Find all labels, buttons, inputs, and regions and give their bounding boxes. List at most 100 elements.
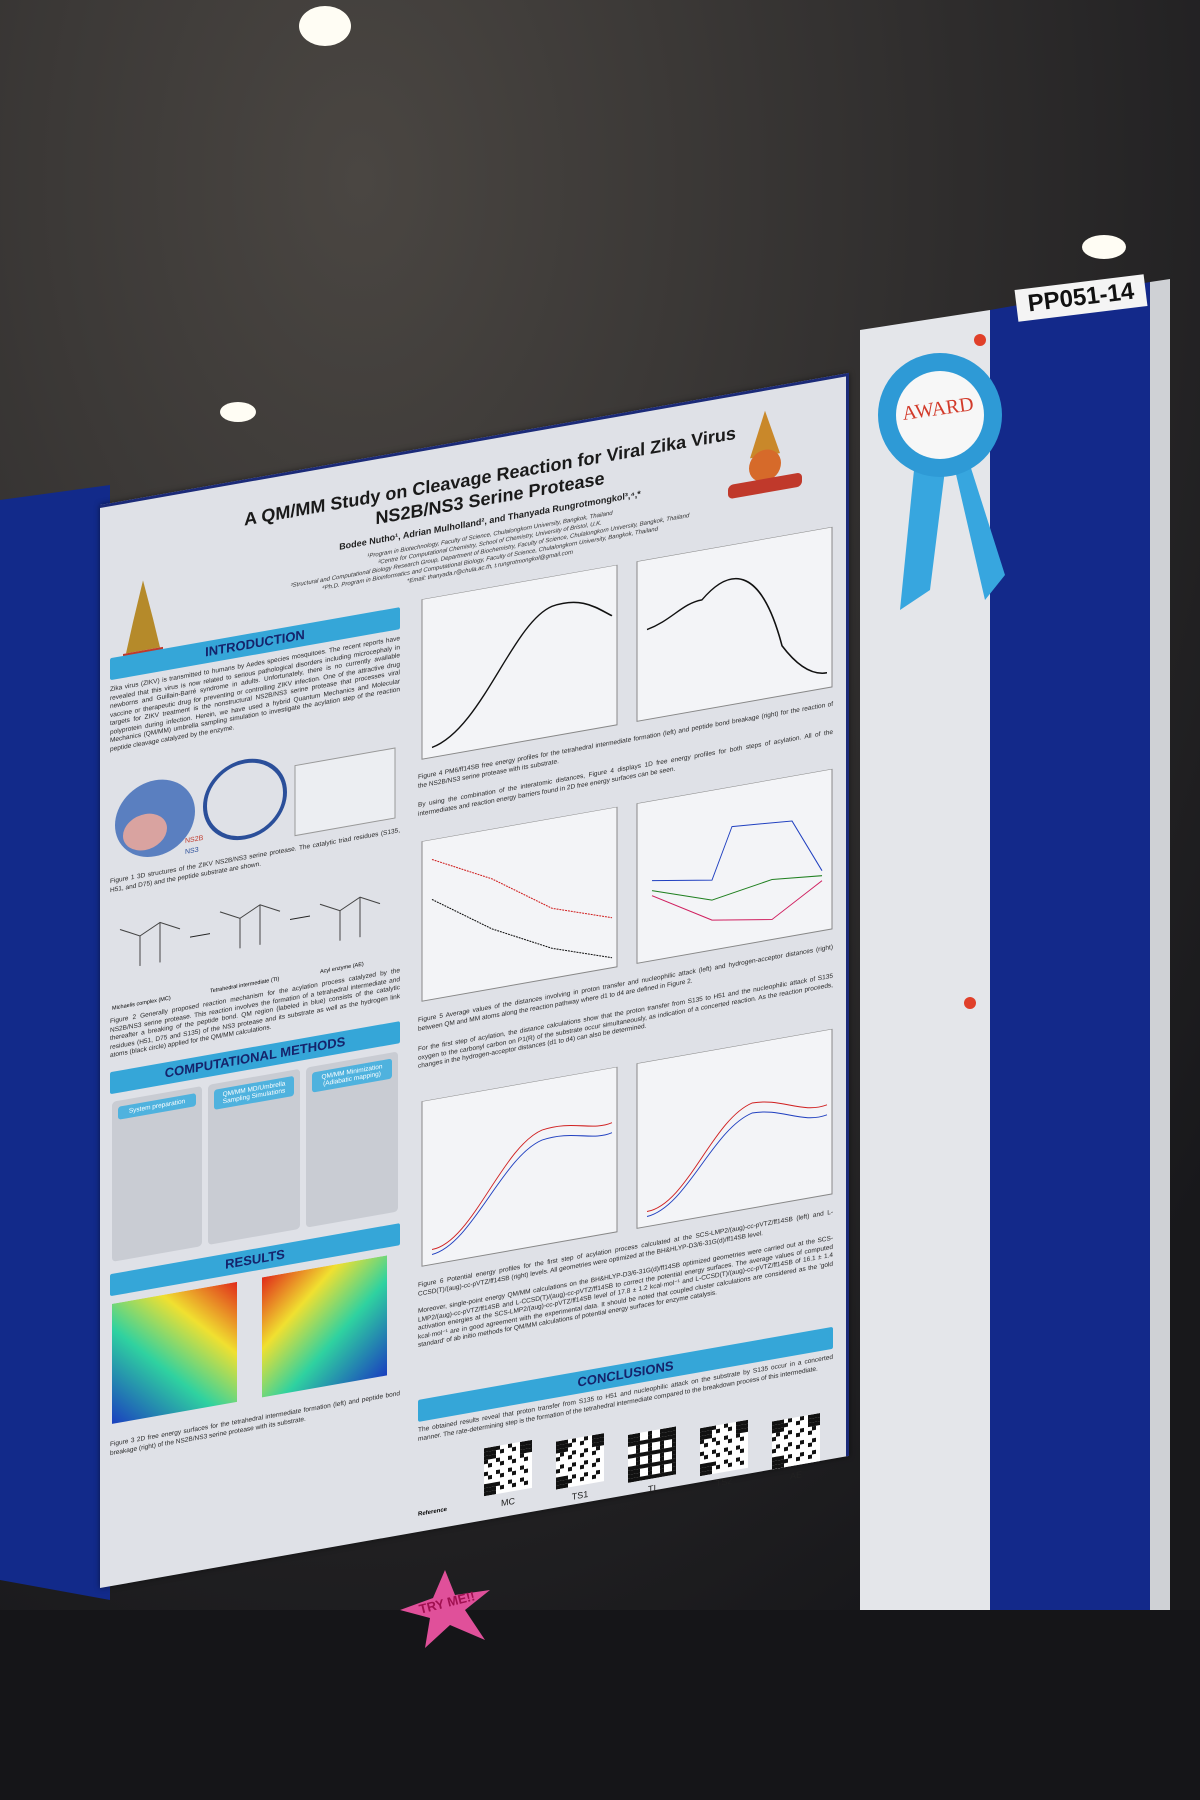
- try-me-star: [400, 1570, 490, 1648]
- qr-module: [740, 1436, 744, 1442]
- qr-module: [800, 1451, 804, 1457]
- qr-item[interactable]: MC: [480, 1439, 536, 1512]
- qr-module: [636, 1460, 640, 1466]
- qr-module: [508, 1443, 512, 1449]
- qr-module: [648, 1442, 652, 1448]
- rosette-center: [896, 371, 984, 459]
- qr-module: [564, 1479, 568, 1485]
- qr-code[interactable]: [700, 1419, 748, 1477]
- qr-module: [584, 1459, 588, 1465]
- qr-item[interactable]: TS2: [696, 1419, 752, 1492]
- board-panel: [990, 282, 1150, 1650]
- qr-item[interactable]: TI: [624, 1426, 680, 1499]
- qr-module: [784, 1434, 788, 1440]
- qr-module: [788, 1441, 792, 1447]
- qr-module: [700, 1463, 704, 1469]
- qr-item[interactable]: TS1: [552, 1432, 608, 1505]
- qr-module: [644, 1475, 648, 1481]
- figure6-plots: [421, 1028, 833, 1267]
- qr-module: [660, 1428, 664, 1434]
- qr-module: [788, 1453, 792, 1459]
- qr-module: [596, 1441, 600, 1447]
- qr-module: [672, 1458, 676, 1464]
- qr-module: [736, 1445, 740, 1450]
- qr-module: [700, 1431, 704, 1437]
- qr-module: [492, 1482, 496, 1487]
- qr-module: [572, 1474, 576, 1479]
- qr-module: [672, 1462, 676, 1468]
- qr-module: [528, 1439, 532, 1445]
- qr-module: [772, 1436, 776, 1442]
- qr-code[interactable]: [628, 1426, 676, 1483]
- qr-module: [728, 1438, 732, 1444]
- reaction-scheme: [119, 896, 381, 967]
- qr-module: [636, 1452, 640, 1458]
- qr-module: [660, 1432, 664, 1438]
- qr-module: [592, 1442, 596, 1448]
- qr-module: [656, 1437, 660, 1442]
- qr-module: [772, 1428, 776, 1434]
- qr-item[interactable]: AE: [768, 1412, 824, 1485]
- qr-module: [660, 1448, 664, 1454]
- qr-module: [736, 1457, 740, 1462]
- qr-module: [488, 1486, 492, 1492]
- qr-module: [524, 1448, 528, 1454]
- qr-module: [584, 1471, 588, 1477]
- qr-module: [640, 1440, 644, 1445]
- qr-module: [648, 1466, 652, 1472]
- qr-module: [640, 1452, 644, 1457]
- qr-module: [700, 1471, 704, 1477]
- qr-module: [716, 1428, 720, 1434]
- qr-module: [556, 1468, 560, 1474]
- qr-module: [500, 1472, 504, 1478]
- qr-module: [628, 1434, 632, 1439]
- figure4-plots: [421, 526, 833, 760]
- qr-module: [776, 1456, 780, 1461]
- qr-module: [796, 1456, 800, 1462]
- qr-module: [772, 1464, 776, 1470]
- qr-module: [648, 1438, 652, 1444]
- qr-code[interactable]: [484, 1439, 532, 1497]
- qr-module: [484, 1471, 488, 1477]
- qr-module: [484, 1491, 488, 1497]
- qr-module: [652, 1449, 656, 1455]
- qr-module: [488, 1446, 492, 1452]
- qr-module: [808, 1454, 812, 1460]
- qr-module: [636, 1464, 640, 1470]
- qr-module: [648, 1454, 652, 1460]
- qr-module: [568, 1454, 572, 1460]
- qr-module: [704, 1462, 708, 1468]
- qr-module: [492, 1490, 496, 1495]
- qr-module: [592, 1434, 596, 1440]
- method-step: QM/MM MD/Umbrella Sampling Simulations: [214, 1075, 294, 1110]
- qr-module: [796, 1432, 800, 1438]
- qr-module: [636, 1448, 640, 1454]
- qr-module: [776, 1460, 780, 1465]
- qr-module: [496, 1481, 500, 1487]
- qr-module: [704, 1454, 708, 1460]
- qr-module: [488, 1454, 492, 1460]
- qr-module: [772, 1424, 776, 1430]
- qr-module: [784, 1422, 788, 1428]
- qr-code[interactable]: [772, 1413, 820, 1470]
- qr-module: [672, 1438, 676, 1444]
- qr-module: [580, 1440, 584, 1446]
- qr-module: [788, 1417, 792, 1423]
- qr-module: [736, 1425, 740, 1430]
- qr-module: [660, 1472, 664, 1478]
- qr-module: [556, 1480, 560, 1486]
- qr-module: [628, 1438, 632, 1443]
- qr-module: [556, 1440, 560, 1446]
- qr-module: [500, 1448, 504, 1454]
- figure5-plots: [421, 768, 833, 1002]
- qr-module: [580, 1476, 584, 1482]
- qr-module: [784, 1446, 788, 1452]
- qr-module: [724, 1435, 728, 1440]
- qr-module: [636, 1472, 640, 1478]
- qr-module: [800, 1427, 804, 1433]
- qr-code[interactable]: [556, 1433, 604, 1490]
- qr-module: [672, 1442, 676, 1448]
- qr-module: [780, 1423, 784, 1429]
- ceiling-light: [220, 402, 256, 422]
- qr-module: [484, 1455, 488, 1461]
